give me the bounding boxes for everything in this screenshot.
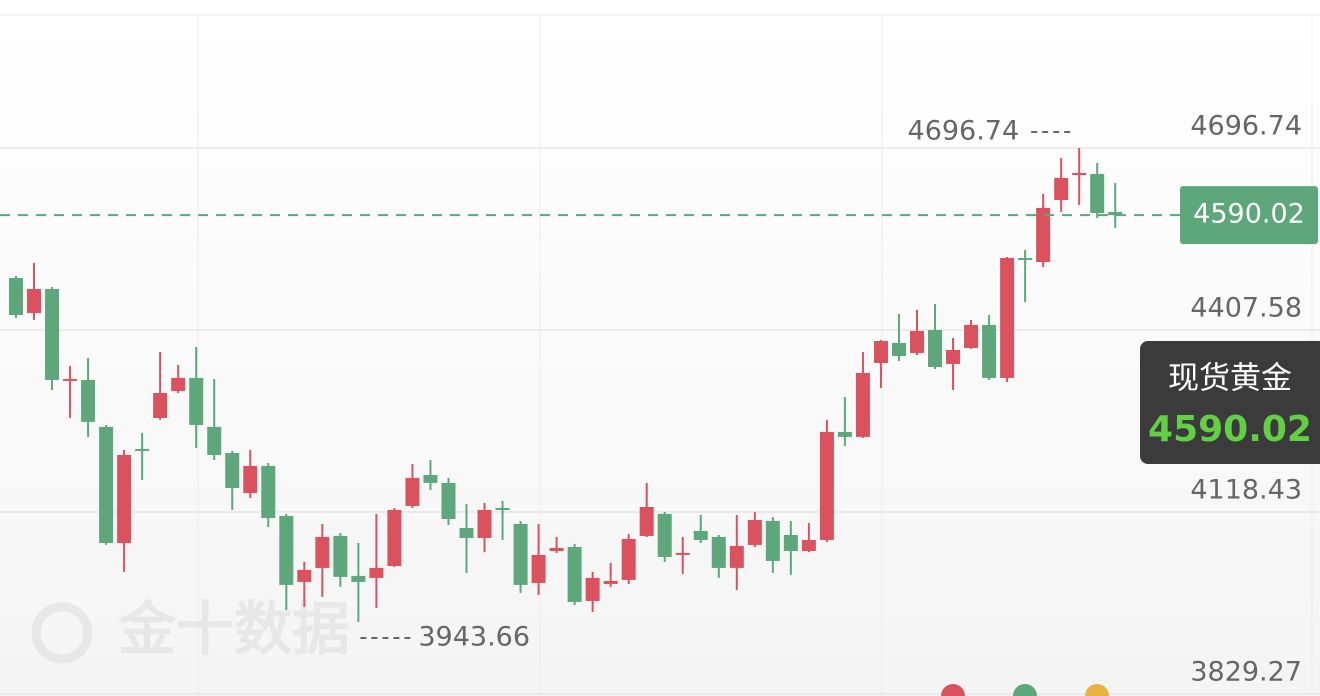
candle-body (693, 530, 708, 540)
tooltip-price: 4590.02 (1148, 409, 1312, 450)
candle-body (982, 324, 997, 378)
candle-body (891, 342, 906, 356)
candle-body (351, 575, 366, 582)
candle-body (171, 377, 186, 391)
candle-body (477, 509, 492, 538)
candle-body (1036, 207, 1051, 262)
y-tick-label: 3829.27 (1190, 657, 1302, 688)
candle-body (387, 509, 402, 566)
candle-body (423, 474, 438, 483)
candle-body (495, 507, 510, 510)
candle-body (603, 580, 618, 584)
candle-body (153, 392, 168, 418)
y-tick-label: 4696.74 (1190, 110, 1302, 141)
legend-dot (1085, 684, 1109, 696)
candle-body (117, 454, 132, 543)
candle-body (711, 536, 726, 568)
candle-body (405, 477, 420, 506)
candle-body (369, 567, 384, 578)
candle-body (729, 545, 744, 568)
candle-body (135, 448, 150, 451)
candle-body (297, 569, 312, 582)
overlay: 4696.74 3943.66 4590.02 (0, 115, 1318, 652)
candle-body (1108, 211, 1123, 216)
candle-body (207, 426, 222, 455)
candle-body (1090, 173, 1105, 213)
candle-body (1018, 257, 1033, 260)
candle-body (279, 515, 294, 585)
last-price-label: 4590.02 (1193, 199, 1305, 230)
candle-body (225, 452, 240, 488)
candle-body (9, 277, 23, 315)
candle-body (99, 426, 114, 543)
candle-body (333, 535, 348, 577)
candle-body (27, 288, 42, 313)
candle-body (819, 431, 834, 540)
legend-dot (941, 684, 965, 696)
candle-body (1072, 172, 1087, 175)
candle-body (549, 547, 564, 551)
candle-body (801, 539, 816, 551)
y-tick-label: 4118.43 (1190, 474, 1302, 505)
y-tick-label: 4407.58 (1190, 292, 1302, 323)
candle-body (657, 513, 672, 557)
candle-body (585, 577, 600, 601)
candle-body (567, 546, 582, 602)
candle-body (315, 536, 330, 568)
candle-body (639, 506, 654, 536)
plot-background (0, 15, 1320, 696)
candle-body (783, 534, 798, 551)
candle-body (946, 349, 961, 364)
candle-body (873, 340, 888, 363)
last-price-box (1180, 186, 1318, 245)
watermark: 金十数据 (31, 595, 350, 664)
tooltip: 现货黄金 4590.02 (1140, 341, 1320, 464)
candles (9, 147, 1123, 622)
candle-body (837, 431, 852, 437)
candle-body (189, 377, 204, 425)
watermark-text: 金十数据 (118, 595, 350, 663)
candle-body (441, 482, 456, 519)
candle-body (910, 330, 924, 353)
candle-body (261, 465, 276, 518)
candle-body (964, 324, 979, 348)
candle-body (855, 372, 870, 437)
candle-body (513, 523, 528, 585)
candle-body (1054, 177, 1069, 200)
legend-dot (1013, 684, 1037, 696)
candle-body (459, 527, 474, 538)
candle-body (45, 288, 60, 380)
grid: 3829.27 4118.43 4407.58 4696.74 (0, 110, 1320, 695)
low-marker-label: 3943.66 (418, 621, 530, 652)
tooltip-box (1140, 341, 1320, 464)
candle-body (675, 552, 690, 555)
candle-body (81, 379, 96, 422)
watermark-logo (31, 602, 93, 664)
high-marker-label: 4696.74 (908, 115, 1020, 146)
candle-body (243, 465, 258, 493)
tooltip-title: 现货黄金 (1168, 361, 1292, 397)
candle-body (928, 329, 943, 367)
candle-body (1000, 257, 1015, 378)
candle-body (747, 520, 762, 545)
candle-body (621, 538, 636, 580)
candle-body (531, 554, 546, 583)
candle-body (765, 520, 780, 561)
candle-body (63, 378, 78, 381)
